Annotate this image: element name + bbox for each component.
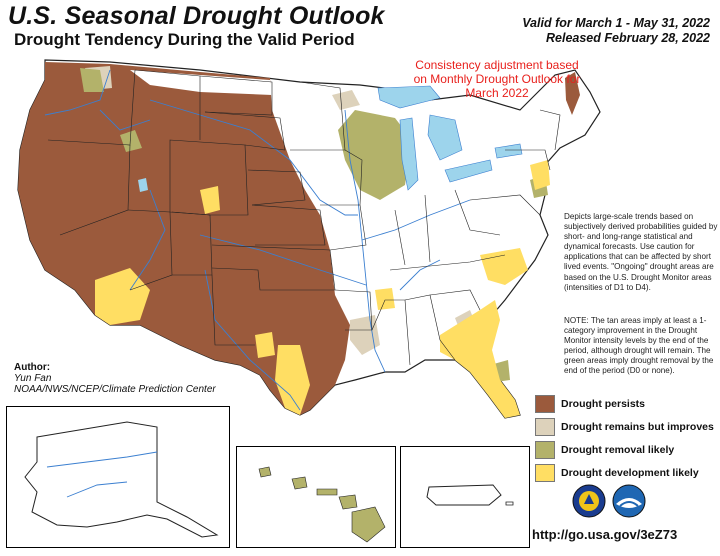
description-paragraph: Depicts large-scale trends based on subj… (564, 212, 718, 292)
arkansas-river (199, 234, 367, 286)
legend-item-development: Drought development likely (535, 462, 699, 484)
development-new-mexico (255, 332, 275, 358)
lake-superior (377, 85, 441, 109)
state-line (371, 299, 411, 366)
alaska-map (24, 421, 219, 538)
author-name: Yun Fan (14, 373, 52, 384)
state-line (290, 81, 346, 151)
tennessee-river (399, 259, 441, 291)
alaska-river (46, 451, 158, 468)
development-arkansas (375, 288, 395, 310)
puerto-rico-map (426, 484, 514, 506)
state-line (505, 149, 551, 171)
great-salt-lake (138, 178, 148, 192)
removal-pnw (80, 68, 104, 92)
ohio-river (361, 199, 471, 241)
state-line (247, 169, 306, 206)
state-line (211, 274, 255, 346)
note-paragraph: NOTE: The tan areas imply at least a 1-c… (564, 316, 714, 376)
legend-item-improves: Drought remains but improves (535, 416, 714, 438)
drought-persists-maine (565, 72, 580, 115)
no-drought-north-plains (130, 70, 272, 95)
release-date: Released February 28, 2022 (546, 31, 710, 45)
state-line (334, 289, 373, 331)
drought-persists-west (18, 62, 350, 415)
state-line (127, 209, 173, 291)
columbia-river (44, 69, 111, 116)
hawaii-island-molokai (316, 488, 338, 496)
legend-label: Drought remains but improves (561, 421, 714, 433)
lake-erie (444, 159, 493, 183)
alaska-river (66, 481, 128, 498)
lake-michigan (399, 117, 419, 191)
hawaii-island-kauai (258, 466, 272, 478)
removal-idaho (120, 130, 142, 152)
state-line (169, 139, 249, 216)
legend-label: Drought removal likely (561, 444, 675, 456)
rio-grande (204, 269, 301, 411)
state-line (329, 204, 367, 251)
alaska-land (24, 421, 219, 538)
state-line (424, 194, 431, 263)
hawaii-island-oahu (291, 476, 308, 490)
map-title: U.S. Seasonal Drought Outlook (8, 2, 385, 30)
development-texas-coast (275, 345, 310, 415)
improves-ne-mn (332, 90, 360, 110)
development-colorado (200, 186, 220, 214)
legend-item-removal: Drought removal likely (535, 439, 674, 461)
improves-la-ms (350, 315, 380, 355)
hawaii-island-maui (338, 494, 358, 510)
state-line (539, 109, 561, 151)
development-carolinas (480, 248, 528, 285)
snake-river (99, 109, 151, 131)
consistency-note: Consistency adjustment based on Monthly … (413, 58, 581, 100)
development-mid-atlantic (530, 160, 550, 190)
development-socal (95, 268, 150, 325)
puerto-rico-land (426, 484, 502, 506)
state-line (211, 244, 336, 291)
state-boundaries (47, 69, 561, 366)
legend-swatch (535, 395, 555, 413)
map-subtitle: Drought Tendency During the Valid Period (14, 30, 355, 49)
noaa-icon (612, 484, 646, 518)
state-line (454, 189, 501, 236)
colorado-river (129, 189, 166, 291)
author-block: Author: Yun Fan NOAA/NWS/NCEP/Climate Pr… (14, 362, 216, 395)
vieques-island (505, 501, 514, 506)
removal-upper-midwest (338, 110, 412, 200)
state-line (389, 254, 506, 271)
state-line (394, 209, 406, 266)
noaa-nws-icon (572, 484, 606, 518)
puerto-rico-inset (400, 446, 530, 548)
alaska-inset (6, 406, 230, 548)
legend-swatch (535, 464, 555, 482)
development-southeast (440, 300, 520, 418)
state-line (404, 294, 456, 361)
state-line (429, 289, 481, 311)
legend-swatch (535, 441, 555, 459)
legend-item-persists: Drought persists (535, 393, 645, 415)
hawaii-island-big (351, 506, 386, 543)
legend-swatch (535, 418, 555, 436)
lake-huron (427, 114, 463, 161)
mississippi-river (344, 109, 386, 373)
valid-period: Valid for March 1 - May 31, 2022 (522, 16, 710, 30)
state-line (469, 194, 541, 216)
hawaii-map (258, 466, 386, 543)
outlook-url[interactable]: http://go.usa.gov/3eZ73 (532, 527, 678, 542)
author-label: Author: (14, 362, 51, 373)
author-org: NOAA/NWS/NCEP/Climate Prediction Center (14, 384, 216, 395)
state-line (199, 75, 273, 116)
hawaii-inset (236, 446, 396, 548)
state-line (204, 111, 286, 151)
state-line (251, 204, 326, 246)
state-line (320, 149, 363, 206)
legend-label: Drought persists (561, 398, 646, 410)
legend-label: Drought development likely (561, 467, 699, 479)
lake-ontario (494, 143, 523, 159)
